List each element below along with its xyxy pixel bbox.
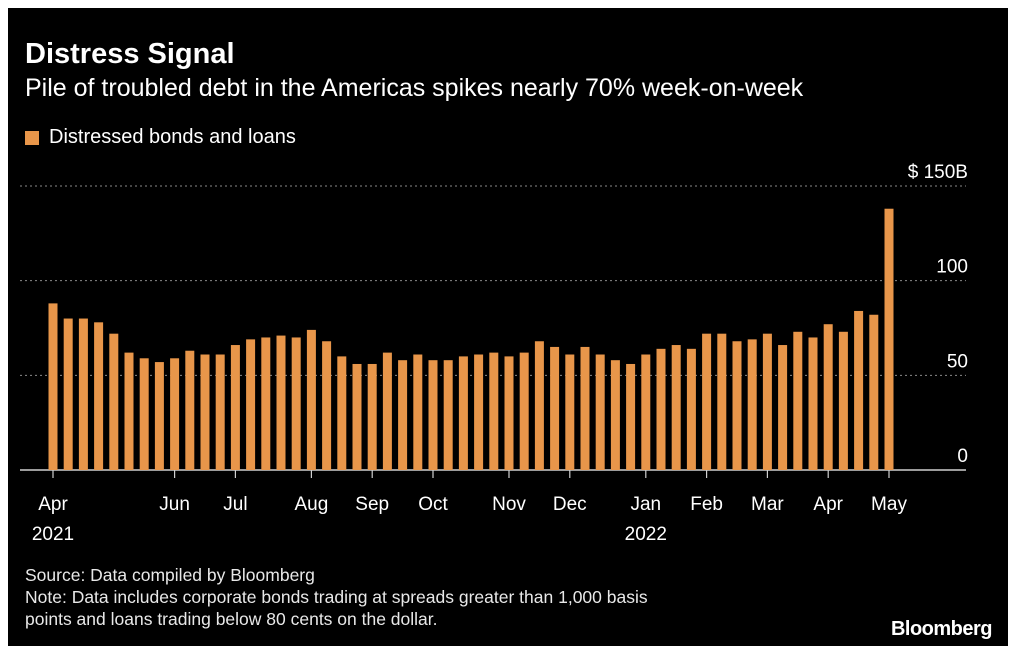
bar	[762, 333, 772, 470]
bar	[352, 363, 362, 470]
bar	[489, 352, 499, 470]
bar	[185, 350, 195, 470]
y-tick-label: $ 150B	[908, 162, 968, 183]
source-note: Source: Data compiled by Bloomberg	[25, 565, 315, 585]
bar	[504, 356, 514, 470]
bar	[413, 354, 423, 470]
chart-title: Distress Signal	[25, 38, 235, 70]
bar	[747, 339, 757, 470]
bar	[458, 356, 468, 470]
chart-footer: Source: Data compiled by Bloomberg Note:…	[25, 564, 648, 630]
bar	[823, 324, 833, 470]
x-axis-ticks: Apr 2021 Jun Jul Aug Sep Oct Nov Dec Jan 2022 Feb Ma…	[32, 470, 907, 545]
bar	[246, 339, 256, 470]
y-tick-label: 0	[957, 446, 968, 467]
x-tick-year-label: 2021	[32, 524, 74, 545]
x-tick-label: Mar	[751, 494, 784, 515]
x-tick-label: Feb	[690, 494, 723, 515]
bar	[656, 348, 666, 470]
bar	[534, 341, 544, 470]
x-tick-label: Apr	[38, 494, 68, 515]
bar	[382, 352, 392, 470]
bar	[276, 335, 286, 470]
bar	[854, 310, 864, 470]
x-tick-label: May	[871, 494, 907, 515]
bar	[322, 341, 332, 470]
x-tick-label: Aug	[294, 494, 328, 515]
bar	[124, 352, 134, 470]
bar	[94, 322, 104, 470]
bar	[215, 354, 225, 470]
bar	[778, 345, 788, 470]
x-tick-label: Apr	[813, 494, 843, 515]
bar	[595, 354, 605, 470]
bar	[519, 352, 529, 470]
bar	[732, 341, 742, 470]
bar	[261, 337, 271, 470]
bar	[200, 354, 210, 470]
bloomberg-logo: Bloomberg	[890, 618, 993, 640]
x-tick-label: Sep	[355, 494, 389, 515]
bar	[686, 348, 696, 470]
data-note-line-2: points and loans trading below 80 cents …	[25, 609, 438, 629]
y-tick-label: 100	[936, 257, 968, 278]
bar	[869, 314, 879, 470]
x-tick-year-label: 2022	[625, 524, 667, 545]
legend-label: Distressed bonds and loans	[49, 126, 296, 148]
chart-legend: Distressed bonds and loans	[25, 126, 296, 149]
bar	[291, 337, 301, 470]
data-note-line-1: Note: Data includes corporate bonds trad…	[25, 587, 648, 607]
bar	[671, 345, 681, 470]
bar	[154, 362, 164, 470]
bar	[550, 346, 560, 470]
y-tick-label: 50	[947, 351, 968, 372]
bars	[48, 208, 894, 470]
bar	[808, 337, 818, 470]
bar	[139, 358, 149, 470]
x-tick-label: Jun	[159, 494, 190, 515]
x-tick-label: Dec	[553, 494, 587, 515]
bar	[717, 333, 727, 470]
y-axis-ticks: 0 50 100 $ 150B	[908, 162, 968, 467]
bar	[626, 363, 636, 470]
x-tick-label: Oct	[418, 494, 448, 515]
chart-card: Distress Signal Pile of troubled debt in…	[8, 8, 1008, 646]
x-tick-label: Jul	[223, 494, 247, 515]
bar	[838, 331, 848, 470]
bar	[398, 360, 408, 470]
bar	[443, 360, 453, 470]
bar-chart: 0 50 100 $ 150B Apr 2021 Jun Jul Aug Sep Oct Nov De…	[20, 162, 968, 545]
bar	[48, 303, 58, 470]
bar	[170, 358, 180, 470]
bar	[306, 329, 316, 470]
bar	[884, 208, 894, 470]
bar	[230, 345, 240, 470]
x-tick-label: Nov	[492, 494, 526, 515]
bar	[702, 333, 712, 470]
bar	[474, 354, 484, 470]
bar	[63, 318, 73, 470]
chart-subtitle: Pile of troubled debt in the Americas sp…	[25, 74, 804, 102]
bar	[580, 346, 590, 470]
bar	[641, 354, 651, 470]
bar	[78, 318, 88, 470]
legend-swatch	[25, 130, 39, 145]
bar	[793, 331, 803, 470]
bar	[610, 360, 620, 470]
bar	[367, 363, 377, 470]
bar	[337, 356, 347, 470]
x-tick-label: Jan	[630, 494, 661, 515]
bar	[428, 360, 438, 470]
bar	[109, 333, 119, 470]
bar	[565, 354, 575, 470]
